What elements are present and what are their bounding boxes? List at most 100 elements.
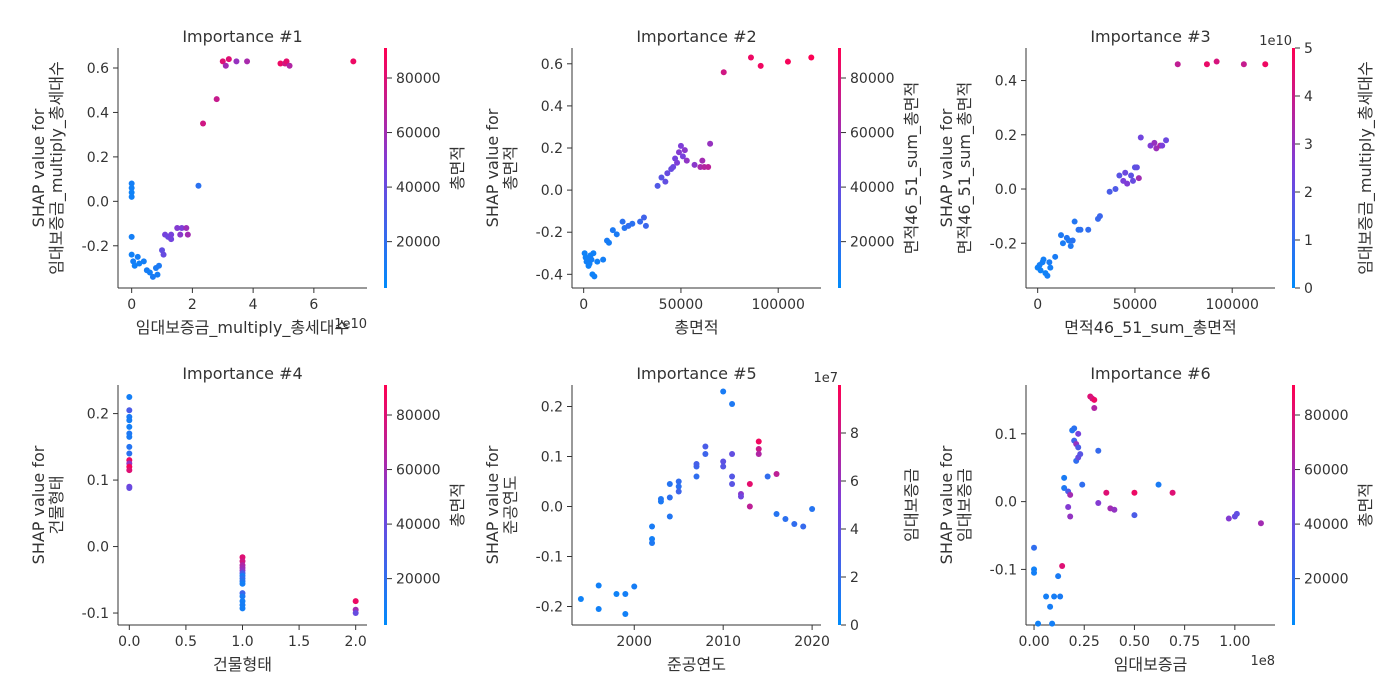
scatter-point xyxy=(631,583,638,590)
scatter-point xyxy=(782,516,789,522)
scatter-point xyxy=(225,56,232,63)
scatter-point xyxy=(239,605,246,612)
scatter-point xyxy=(707,140,714,147)
y-axis-label-line-1: SHAP value for xyxy=(483,445,502,564)
scatter-point xyxy=(729,401,736,407)
scatter-point xyxy=(1077,226,1084,233)
scatter-point xyxy=(619,218,626,225)
y-tick-label: -0.1 xyxy=(536,550,563,566)
scatter-point xyxy=(1065,504,1072,511)
y-tick-label: 0.2 xyxy=(995,128,1017,144)
y-tick-label: 0.0 xyxy=(87,540,109,556)
scatter-point xyxy=(755,438,762,445)
scatter-point xyxy=(808,54,815,61)
colorbar-offset-label: 1e10 xyxy=(1259,34,1292,49)
x-offset-label: 1e10 xyxy=(334,317,367,332)
scatter-point xyxy=(595,606,602,612)
scatter-point xyxy=(1075,444,1082,451)
scatter-point xyxy=(622,611,629,617)
y-axis-label-line-1: SHAP value for xyxy=(937,108,956,227)
x-axis-label: 총면적 xyxy=(674,318,718,337)
chart-panel-4: Importance #4 0.0 0.5 1.0 1.5 2.0 -0.1 0.0 0.1 0.… xyxy=(29,364,467,674)
y-tick-label: 0.4 xyxy=(995,74,1017,90)
scatter-point xyxy=(773,511,780,517)
y-axis-label-line-1: SHAP value for xyxy=(483,108,502,227)
chart-title: Importance #2 xyxy=(636,27,756,46)
y-axis-label-line-2: 면적46_51_sum_총면적 xyxy=(955,82,975,254)
scatter-point xyxy=(755,451,762,457)
scatter-point xyxy=(577,596,584,602)
colorbar-tick-label: 80000 xyxy=(396,408,441,424)
scatter-point xyxy=(128,180,135,187)
colorbar-tick-label: 40000 xyxy=(1304,517,1349,533)
scatter-point xyxy=(1061,474,1068,481)
scatter-point xyxy=(773,471,780,477)
scatter-point xyxy=(666,494,673,501)
x-tick-label: 0.25 xyxy=(1069,634,1100,650)
y-tick-label: 0.0 xyxy=(995,495,1017,511)
scatter-point xyxy=(1129,177,1136,184)
colorbar xyxy=(1292,48,1295,288)
scatter-point xyxy=(693,473,700,480)
scatter-point xyxy=(675,483,682,490)
y-tick-label: 0.4 xyxy=(87,105,109,121)
scatter-point xyxy=(1122,169,1129,176)
scatter-point xyxy=(693,461,700,467)
chart-panel-3: Importance #3 0 50000 100000 -0.2 0.0 0.2 0.4 면적… xyxy=(937,27,1376,338)
y-axis-label-line-1: SHAP value for xyxy=(29,108,48,227)
scatter-point xyxy=(184,231,191,238)
chart-panel-2: Importance #2 0 50000 100000 -0.4 -0.2 0.0 0.2 0… xyxy=(483,27,922,337)
scatter-point xyxy=(809,506,816,512)
scatter-point xyxy=(1037,267,1044,274)
y-tick-label: 0.6 xyxy=(541,57,563,73)
scatter-point xyxy=(1151,139,1158,146)
scatter-point xyxy=(649,523,656,530)
scatter-point xyxy=(666,481,673,487)
chart-panel-1: Importance #1 0 2 4 6 -0.2 0.0 0.2 0.4 0.6 임대보증금_m… xyxy=(29,27,467,338)
scatter-point xyxy=(168,236,175,243)
scatter-point xyxy=(691,161,698,168)
scatter-point xyxy=(1131,489,1138,496)
scatter-point xyxy=(283,58,290,65)
scatter-point xyxy=(705,163,712,170)
scatter-point xyxy=(1091,405,1098,412)
scatter-point xyxy=(1052,253,1059,260)
y-tick-label: 0.6 xyxy=(87,61,109,77)
colorbar-offset-label: 1e7 xyxy=(813,371,838,386)
scatter-point xyxy=(1096,213,1103,220)
scatter-point xyxy=(1225,515,1232,522)
scatter-point xyxy=(126,433,133,440)
scatter-point xyxy=(140,258,147,265)
chart-title: Importance #1 xyxy=(182,27,302,46)
scatter-point xyxy=(1043,593,1050,600)
colorbar-tick-label: 80000 xyxy=(850,71,895,87)
scatter-point xyxy=(222,62,229,69)
y-tick-label: 0.2 xyxy=(541,141,563,157)
colorbar-tick-label: 20000 xyxy=(1304,572,1349,588)
scatter-point xyxy=(126,417,133,424)
y-tick-label: 0.4 xyxy=(541,99,563,115)
scatter-point xyxy=(702,451,709,457)
x-tick-label: 0.50 xyxy=(1119,634,1150,650)
scatter-point xyxy=(720,458,727,465)
scatter-point xyxy=(126,443,133,450)
scatter-point xyxy=(1240,61,1247,68)
colorbar-tick-label: 5 xyxy=(1304,41,1313,57)
scatter-point xyxy=(1071,425,1078,432)
scatter-point xyxy=(277,60,284,67)
scatter-point xyxy=(1067,491,1074,498)
scatter-point xyxy=(605,239,612,246)
scatter-point xyxy=(128,233,135,240)
scatter-point xyxy=(352,610,359,617)
scatter-point xyxy=(1079,481,1086,488)
scatter-point xyxy=(1169,489,1176,496)
scatter-point xyxy=(239,593,246,600)
scatter-point xyxy=(1213,58,1220,65)
scatter-point xyxy=(622,591,629,597)
x-axis-label: 임대보증금 xyxy=(1114,655,1188,674)
scatter-point xyxy=(1067,242,1074,249)
colorbar-tick-label: 2 xyxy=(1304,185,1313,201)
scatter-point xyxy=(658,174,665,181)
scatter-point xyxy=(1047,603,1054,610)
y-tick-label: 0.1 xyxy=(541,450,563,466)
